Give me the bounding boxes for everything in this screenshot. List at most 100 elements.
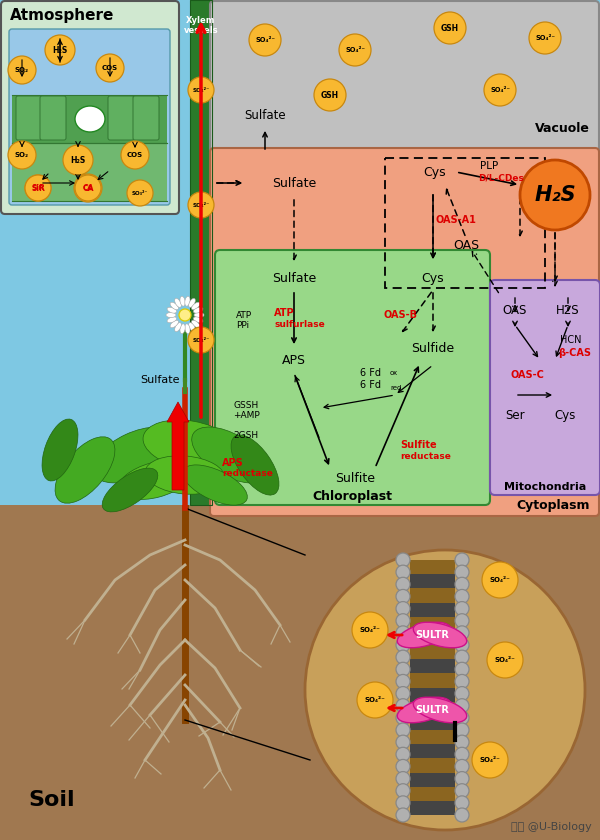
FancyBboxPatch shape [210,148,599,516]
Text: +AMP: +AMP [233,411,259,419]
Bar [410,617,455,631]
Text: SO₃²⁻: SO₃²⁻ [132,191,148,196]
Circle shape [96,54,124,82]
FancyBboxPatch shape [210,1,599,154]
Circle shape [396,614,410,627]
Text: Sulfite: Sulfite [400,440,437,450]
Bar [410,588,455,602]
Circle shape [305,550,585,830]
Text: SiR: SiR [32,185,44,191]
Ellipse shape [188,298,196,307]
Text: Cytoplasm: Cytoplasm [517,498,590,512]
Bar [190,0,212,505]
Circle shape [188,77,214,103]
Text: Chloroplast: Chloroplast [312,490,392,502]
Text: Sulfide: Sulfide [412,342,455,354]
Text: SO₄²⁻: SO₄²⁻ [193,87,209,92]
Circle shape [188,192,214,218]
Circle shape [45,35,75,65]
Text: SO₂: SO₂ [15,67,29,73]
Text: SO₄²⁻: SO₄²⁻ [359,627,380,633]
Text: Sulfate: Sulfate [272,176,316,190]
Bar [410,701,455,716]
FancyBboxPatch shape [490,280,600,495]
Text: Atmosphere: Atmosphere [10,8,115,23]
Circle shape [455,590,469,603]
Circle shape [455,650,469,664]
Ellipse shape [182,465,247,505]
Circle shape [396,759,410,774]
Text: 6 Fd: 6 Fd [360,368,381,378]
Text: Soil: Soil [28,790,74,810]
Text: Cys: Cys [422,271,445,285]
Bar [410,716,455,730]
Circle shape [396,686,410,701]
Bar [410,631,455,645]
Circle shape [455,772,469,785]
Circle shape [455,686,469,701]
Text: H2S: H2S [556,303,580,317]
Text: SO₄²⁻: SO₄²⁻ [490,577,511,583]
Circle shape [396,699,410,712]
Text: reductase: reductase [222,469,273,477]
Circle shape [520,160,590,230]
Bar [410,759,455,773]
Circle shape [529,22,561,54]
Text: Xylem
vessels: Xylem vessels [184,16,218,35]
Text: CA: CA [82,183,94,192]
Text: SO₄²⁻: SO₄²⁻ [345,47,365,53]
Ellipse shape [175,298,181,307]
FancyBboxPatch shape [40,96,66,140]
Circle shape [396,808,410,822]
Text: OAS: OAS [503,303,527,317]
Text: SO₄²⁻: SO₄²⁻ [494,657,515,663]
Ellipse shape [397,697,451,722]
Circle shape [482,562,518,598]
Bar [410,787,455,801]
Ellipse shape [413,622,467,648]
Circle shape [455,723,469,737]
Bar [410,773,455,787]
Ellipse shape [145,456,225,494]
Circle shape [455,601,469,616]
Bar [0,0,600,505]
Circle shape [434,12,466,44]
Ellipse shape [413,697,467,722]
Text: sulfurlase: sulfurlase [274,319,325,328]
Text: APS: APS [282,354,306,366]
Circle shape [455,795,469,810]
Ellipse shape [231,435,279,495]
Bar [190,0,212,505]
Ellipse shape [194,312,204,318]
Circle shape [455,699,469,712]
Text: Vacuole: Vacuole [535,122,590,134]
Circle shape [396,795,410,810]
Circle shape [179,309,191,321]
Circle shape [396,784,410,798]
Circle shape [396,675,410,689]
FancyBboxPatch shape [108,96,134,140]
Text: APS: APS [222,458,244,468]
Circle shape [396,662,410,676]
Text: CA: CA [83,185,93,191]
FancyBboxPatch shape [133,96,159,140]
Bar [410,602,455,617]
Text: H₂S: H₂S [70,155,86,165]
Ellipse shape [167,307,176,313]
Text: Sulfate: Sulfate [244,108,286,122]
Circle shape [121,141,149,169]
Ellipse shape [193,317,203,323]
Circle shape [352,612,388,648]
Circle shape [455,553,469,567]
Bar [410,560,455,575]
Circle shape [396,553,410,567]
Circle shape [455,784,469,798]
Bar [410,659,455,674]
Text: OAS-C: OAS-C [510,370,544,380]
Circle shape [455,759,469,774]
Bar [12,95,167,143]
Text: SO₄²⁻: SO₄²⁻ [535,35,555,41]
Text: SO₄²⁻: SO₄²⁻ [490,87,510,93]
FancyBboxPatch shape [16,96,42,140]
Text: red: red [390,385,401,391]
